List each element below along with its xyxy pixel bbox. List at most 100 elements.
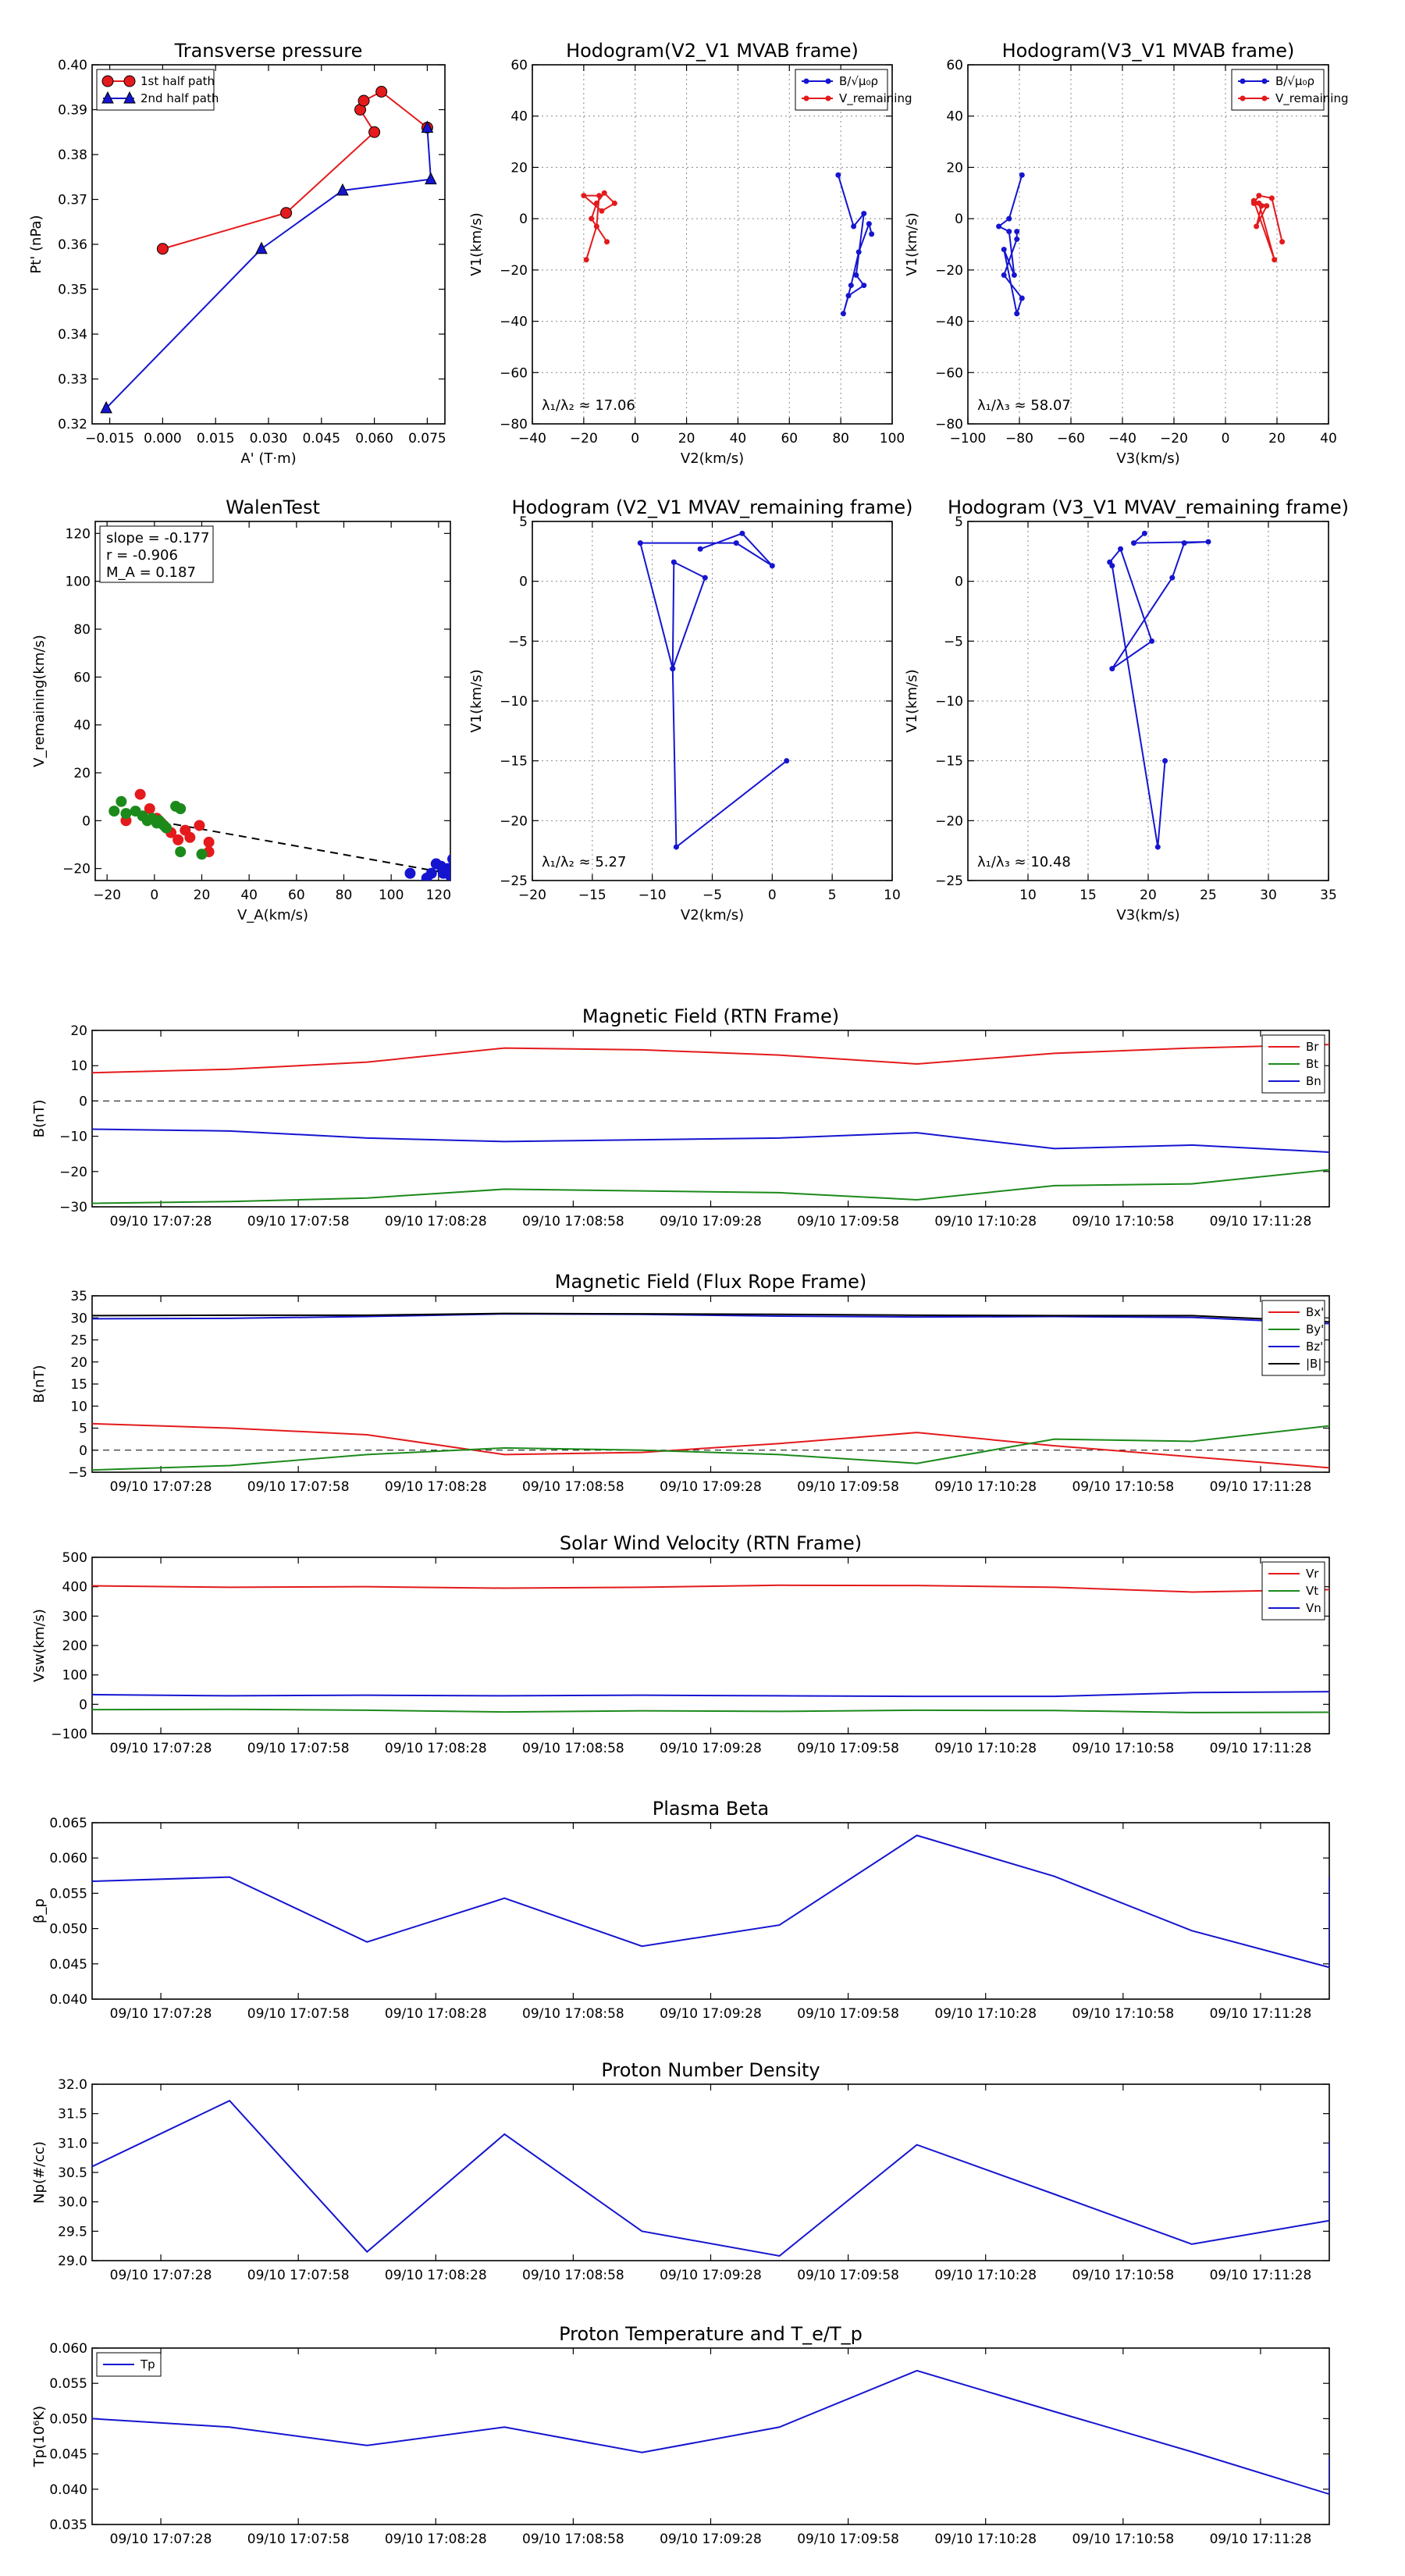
hodo3-title: Hodogram (V2_V1 MVAV_remaining frame) bbox=[511, 496, 912, 518]
hodo2-ylabel: V1(km/s) bbox=[904, 212, 920, 276]
x-tick-label: 09/10 17:11:28 bbox=[1210, 1214, 1312, 1229]
data-point-V bbox=[637, 540, 643, 546]
series-line-Np bbox=[92, 2099, 1329, 2258]
data-point-V bbox=[1131, 540, 1137, 546]
x-tick-label: 09/10 17:07:28 bbox=[110, 2268, 212, 2283]
data-point-B/√μ₀ρ bbox=[1006, 215, 1012, 222]
y-tick-label: 0 bbox=[79, 1094, 87, 1109]
bfield_rtn-plot-area bbox=[92, 1044, 1329, 1204]
data-point-2nd half path bbox=[255, 241, 268, 254]
y-tick-label: −25 bbox=[500, 873, 528, 889]
legend-label: Bx' bbox=[1306, 1305, 1324, 1319]
x-tick-label: 40 bbox=[730, 431, 747, 447]
x-tick-label: 09/10 17:07:28 bbox=[110, 1741, 212, 1756]
x-tick-label: 09/10 17:08:28 bbox=[385, 2532, 487, 2547]
data-point-V_remaining bbox=[589, 215, 595, 222]
walen-ylabel: V_remaining(km/s) bbox=[31, 635, 48, 767]
y-tick-label: 20 bbox=[70, 1355, 87, 1371]
x-tick-label: 09/10 17:10:28 bbox=[934, 1214, 1037, 1229]
bfield_fr-ylabel: B(nT) bbox=[31, 1365, 48, 1404]
y-tick-label: −25 bbox=[935, 873, 963, 889]
data-point-2nd half path bbox=[421, 120, 434, 133]
x-tick-label: 09/10 17:09:28 bbox=[660, 1741, 762, 1756]
x-tick-label: 09/10 17:08:28 bbox=[385, 2268, 487, 2283]
y-tick-label: 20 bbox=[510, 160, 528, 176]
y-tick-label: 80 bbox=[73, 622, 91, 638]
walen-stat-line: r = -0.906 bbox=[106, 547, 178, 564]
series-line-|B| bbox=[92, 1312, 1329, 1323]
x-tick-label: 09/10 17:08:28 bbox=[385, 2006, 487, 2022]
data-point-V bbox=[1118, 546, 1124, 552]
vsw-chart: −100 0 100 200 300 400 500 09/10 17:07:28 09/10 … bbox=[31, 1532, 1330, 1756]
y-tick-label: 0.045 bbox=[49, 2447, 87, 2463]
data-point-B/√μ₀ρ bbox=[1001, 247, 1007, 253]
legend-marker bbox=[1261, 95, 1268, 101]
y-tick-label: 30 bbox=[70, 1311, 87, 1326]
y-tick-label: 120 bbox=[66, 526, 91, 542]
x-tick-label: 09/10 17:09:58 bbox=[797, 1741, 899, 1756]
series-line-Bn bbox=[92, 1128, 1329, 1153]
y-tick-label: 0.060 bbox=[49, 2341, 87, 2357]
y-tick-label: −20 bbox=[59, 1165, 87, 1180]
y-tick-label: 31.5 bbox=[58, 2107, 87, 2122]
hodo4-xlabel: V3(km/s) bbox=[1116, 907, 1179, 923]
y-tick-label: 0.050 bbox=[49, 1922, 87, 1937]
x-tick-label: 60 bbox=[288, 888, 305, 903]
tp_temp-chart: 0.035 0.040 0.045 0.050 0.055 0.060 09/10 17:0… bbox=[31, 2323, 1330, 2547]
y-tick-label: 10 bbox=[70, 1059, 87, 1074]
y-tick-label: −80 bbox=[935, 417, 963, 432]
y-tick-label: 0 bbox=[519, 575, 528, 590]
y-tick-label: 0.065 bbox=[49, 1816, 87, 1831]
data-point-V_remaining bbox=[1256, 200, 1262, 206]
data-point-B/√μ₀ρ bbox=[1019, 172, 1025, 178]
x-tick-label: 09/10 17:10:58 bbox=[1072, 1741, 1174, 1756]
legend-marker bbox=[825, 78, 831, 84]
data-point-V bbox=[1109, 666, 1115, 672]
x-tick-label: 09/10 17:10:58 bbox=[1072, 2006, 1174, 2022]
x-tick-label: 60 bbox=[781, 431, 798, 447]
x-tick-label: 0.075 bbox=[408, 431, 446, 447]
y-tick-label: −100 bbox=[51, 1727, 87, 1742]
legend-box bbox=[96, 69, 215, 111]
data-point-B/√μ₀ρ bbox=[866, 221, 872, 227]
data-point-V bbox=[1205, 539, 1211, 545]
x-tick-label: 20 bbox=[1268, 431, 1286, 447]
bfield_rtn-title: Magnetic Field (RTN Frame) bbox=[582, 1005, 839, 1027]
data-point-B/√μ₀ρ bbox=[855, 249, 862, 255]
x-tick-label: −40 bbox=[518, 431, 546, 447]
y-tick-label: 0 bbox=[955, 212, 963, 227]
x-tick-label: 0.060 bbox=[355, 431, 393, 447]
y-tick-label: 0.38 bbox=[58, 148, 87, 163]
hodo1-axes-frame bbox=[532, 64, 893, 425]
x-tick-label: 09/10 17:09:28 bbox=[660, 2532, 762, 2547]
y-tick-label: 40 bbox=[73, 718, 91, 734]
x-tick-label: 25 bbox=[1200, 888, 1217, 903]
scatter-point-red bbox=[194, 820, 205, 831]
legend-marker bbox=[803, 95, 809, 101]
x-tick-label: 09/10 17:11:28 bbox=[1210, 2006, 1312, 2022]
data-point-V bbox=[733, 540, 739, 546]
data-point-V_remaining bbox=[611, 200, 617, 206]
x-tick-label: 09/10 17:09:58 bbox=[797, 1214, 899, 1229]
tp_temp-title: Proton Temperature and T_e/T_p bbox=[559, 2323, 863, 2345]
scatter-point-red bbox=[203, 836, 215, 848]
tp-xlabel: A' (T·m) bbox=[240, 450, 296, 467]
x-tick-label: 80 bbox=[832, 431, 849, 447]
x-tick-label: 10 bbox=[1019, 888, 1037, 903]
x-tick-label: −15 bbox=[578, 888, 606, 903]
x-tick-label: 09/10 17:07:58 bbox=[247, 2532, 350, 2547]
y-tick-label: 60 bbox=[73, 670, 91, 685]
data-point-B/√μ₀ρ bbox=[851, 223, 857, 229]
y-tick-label: 25 bbox=[70, 1333, 87, 1349]
x-tick-label: 120 bbox=[426, 888, 451, 903]
y-tick-label: 500 bbox=[62, 1550, 87, 1566]
data-point-B/√μ₀ρ bbox=[996, 223, 1002, 229]
x-tick-label: 09/10 17:09:28 bbox=[660, 1479, 762, 1495]
x-tick-label: 09/10 17:07:58 bbox=[247, 1479, 350, 1495]
y-tick-label: 20 bbox=[946, 160, 963, 176]
x-tick-label: 40 bbox=[1320, 431, 1337, 447]
x-tick-label: −100 bbox=[950, 431, 987, 447]
x-tick-label: 100 bbox=[379, 888, 404, 903]
hodo3-xlabel: V2(km/s) bbox=[681, 907, 744, 923]
